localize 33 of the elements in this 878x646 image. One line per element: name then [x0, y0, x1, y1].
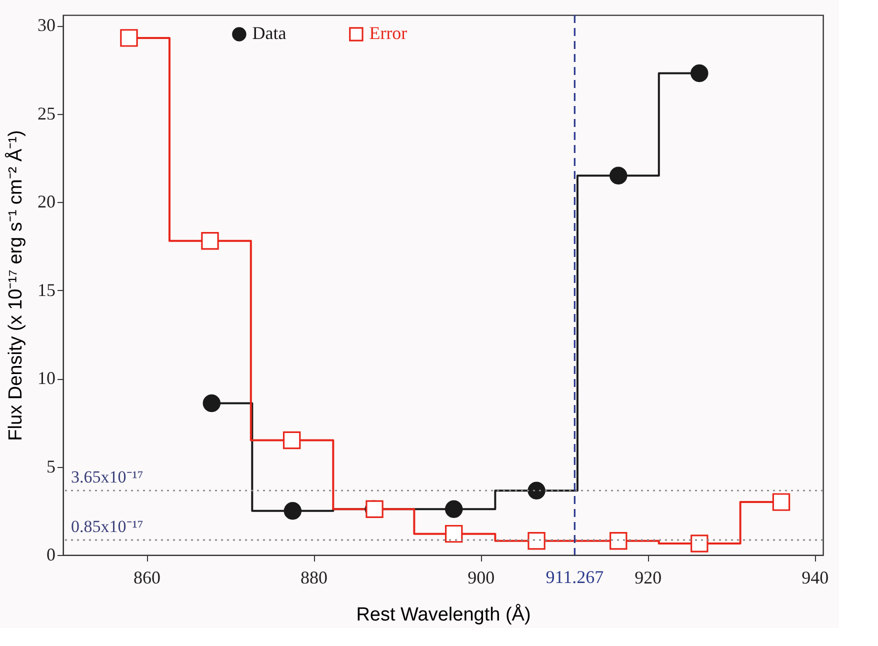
x-tick-label: 920: [634, 568, 662, 588]
y-tick-label: 0: [46, 544, 56, 564]
ref-line-label: 0.85x10⁻¹⁷: [71, 517, 144, 536]
point: [201, 232, 219, 250]
x-tick-label: 880: [300, 568, 328, 588]
ref-line-label: 911.267: [546, 567, 604, 587]
point: [610, 532, 628, 550]
y-tick-label: 15: [38, 280, 56, 300]
point: [202, 394, 221, 412]
y-axis-title: Flux Density (x 10⁻¹⁷ erg s⁻¹ cm⁻² Å⁻¹): [4, 130, 26, 441]
y-tick-label: 20: [38, 192, 56, 212]
legend-label: Data: [252, 23, 286, 44]
point: [610, 166, 628, 184]
x-tick-label: 940: [802, 568, 829, 588]
point: [444, 524, 463, 543]
y-tick-label: 10: [38, 368, 56, 388]
point: [772, 493, 790, 511]
legend-label: Error: [369, 23, 408, 44]
ref-line-label: 3.65x10⁻¹⁷: [71, 468, 144, 487]
point: [690, 534, 708, 552]
point: [120, 29, 138, 47]
x-tick-label: 860: [134, 568, 161, 588]
x-axis-title: Rest Wavelength (Å): [356, 604, 531, 626]
y-tick-label: 25: [38, 103, 56, 124]
point: [528, 532, 546, 550]
y-tick-label: 5: [46, 456, 56, 476]
point: [282, 431, 301, 450]
point: [284, 502, 302, 520]
point: [690, 64, 708, 82]
point: [528, 482, 546, 500]
point: [444, 500, 463, 518]
y-tick-label: 30: [38, 15, 56, 36]
x-tick-label: 900: [468, 568, 495, 588]
